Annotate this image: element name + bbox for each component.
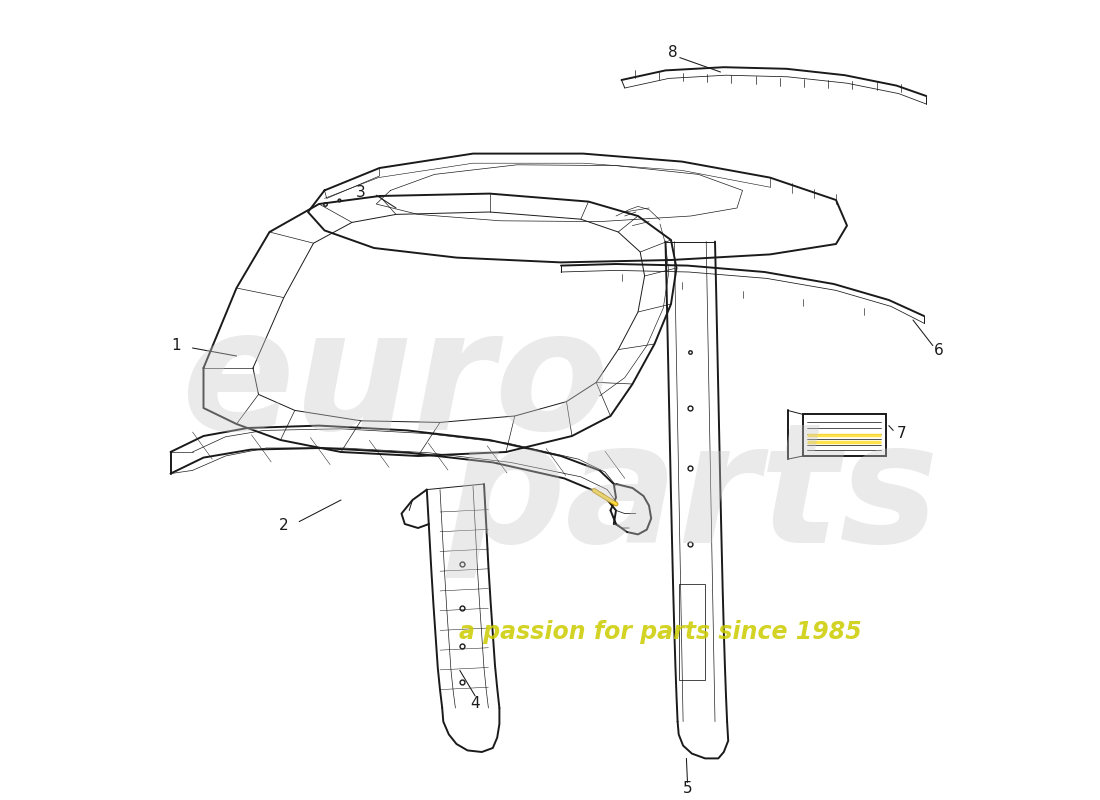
Text: 8: 8 <box>669 46 678 60</box>
Text: 2: 2 <box>279 518 288 533</box>
Text: parts: parts <box>447 414 939 578</box>
Text: euro: euro <box>182 302 610 466</box>
Bar <box>803 414 886 456</box>
Text: 3: 3 <box>356 186 365 200</box>
Bar <box>679 584 705 680</box>
Text: 7: 7 <box>898 426 906 441</box>
Text: 5: 5 <box>683 782 692 796</box>
Text: 6: 6 <box>934 343 943 358</box>
Text: a passion for parts since 1985: a passion for parts since 1985 <box>459 620 861 644</box>
Text: 1: 1 <box>172 338 180 353</box>
Text: 4: 4 <box>471 697 480 711</box>
